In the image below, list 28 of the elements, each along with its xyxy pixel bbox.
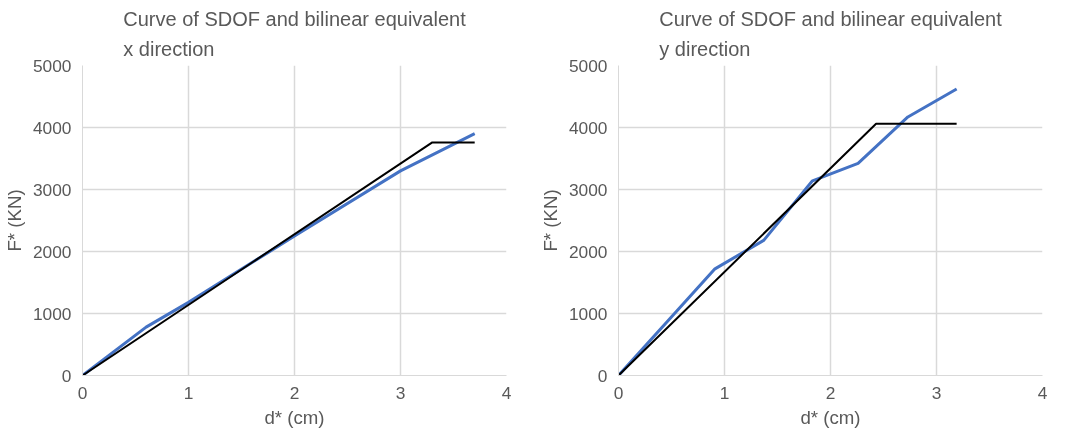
x-tick-label: 4 (501, 382, 512, 403)
chart-title: Curve of SDOF and bilinear equivalent x direction (123, 7, 467, 61)
y-tick-label: 2000 (568, 241, 608, 262)
y-tick-label: 1000 (568, 303, 608, 324)
y-tick-label: 0 (597, 365, 608, 386)
x-tick-label: 3 (395, 382, 406, 403)
y-tick-label: 1000 (32, 303, 72, 324)
y-tick-label: 3000 (32, 179, 72, 200)
y-axis-title: F* (KN) (539, 189, 561, 252)
x-tick-label: 4 (1037, 382, 1048, 403)
y-tick-label: 5000 (32, 55, 72, 76)
x-tick-label: 0 (613, 382, 624, 403)
y-axis-title: F* (KN) (3, 189, 25, 252)
y-tick-label: 4000 (568, 117, 608, 138)
x-tick-label: 1 (719, 382, 730, 403)
x-axis-title: d* (cm) (800, 406, 861, 428)
x-tick-label: 3 (931, 382, 942, 403)
x-tick-label: 0 (77, 382, 88, 403)
y-tick-label: 0 (61, 365, 72, 386)
x-axis-title: d* (cm) (264, 406, 325, 428)
y-tick-label: 5000 (568, 55, 608, 76)
x-tick-label: 2 (825, 382, 836, 403)
y-tick-label: 3000 (568, 179, 608, 200)
y-tick-label: 4000 (32, 117, 72, 138)
y-tick-label: 2000 (32, 241, 72, 262)
x-tick-label: 2 (289, 382, 300, 403)
chart-title: Curve of SDOF and bilinear equivalent y direction (659, 7, 1003, 61)
x-tick-label: 1 (183, 382, 194, 403)
